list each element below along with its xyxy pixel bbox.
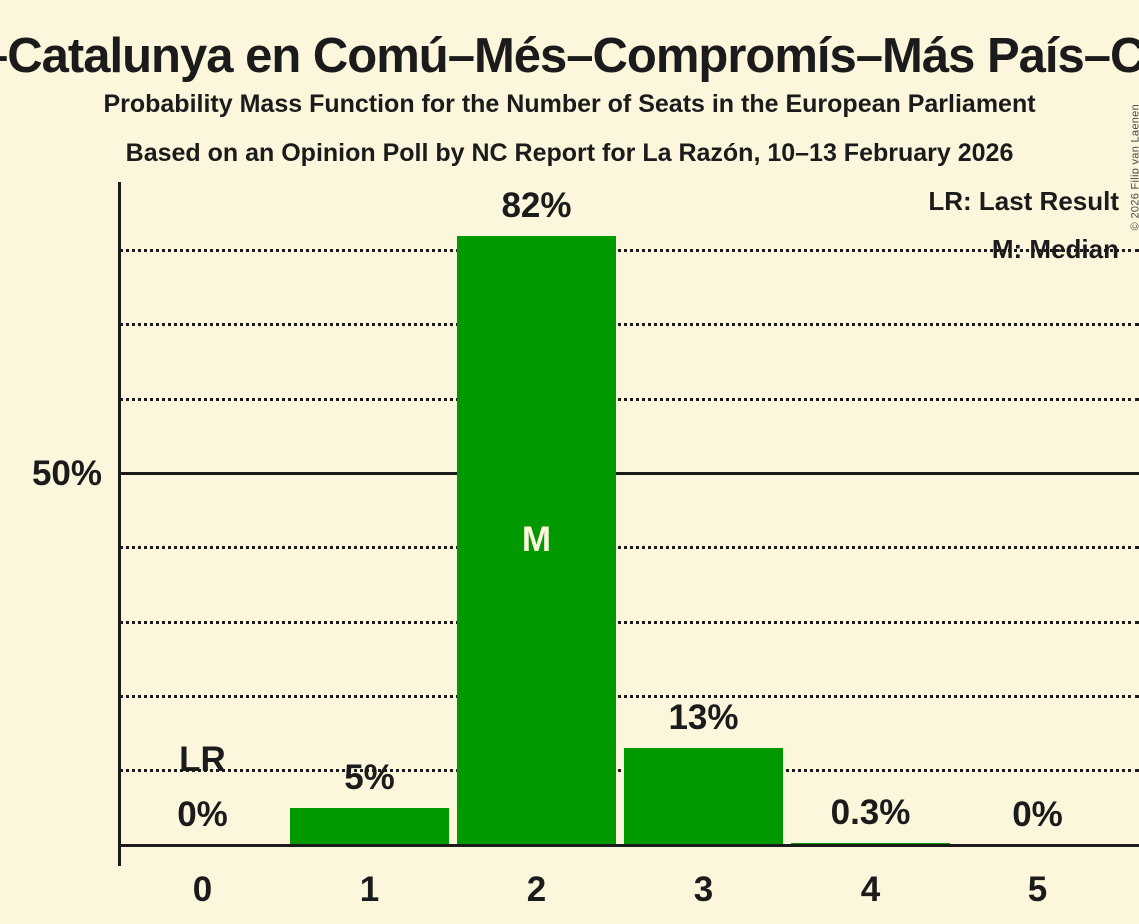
legend-median: M: Median	[991, 234, 1119, 264]
gridline-30pct	[119, 620, 1139, 624]
bar-seat-2	[457, 235, 616, 845]
bar-value-label-seat-3: 13%	[668, 698, 739, 738]
bar-value-label-seat-0: 0%	[177, 795, 228, 834]
chart-subtitle-line1: Probability Mass Function for the Number…	[103, 90, 1036, 118]
bar-seat-1	[290, 807, 449, 845]
x-axis-line	[117, 843, 1139, 847]
gridline-20pct	[119, 694, 1139, 698]
x-tick-label-1: 1	[359, 870, 380, 909]
bar-value-label-seat-4: 0.3%	[830, 792, 911, 832]
bar-value-label-seat-1: 5%	[344, 757, 395, 797]
x-tick-label-5: 5	[1027, 870, 1048, 909]
gridline-70pct	[119, 323, 1139, 327]
x-tick-label-3: 3	[693, 870, 714, 909]
x-tick-label-4: 4	[860, 870, 881, 909]
legend-last-result: LR: Last Result	[928, 186, 1119, 216]
last-result-marker: LR	[179, 740, 226, 779]
copyright-notice: © 2026 Filip van Laenen	[1129, 104, 1139, 230]
x-tick-label-0: 0	[192, 870, 213, 909]
x-tick-label-2: 2	[526, 870, 547, 909]
bar-seat-3	[624, 748, 783, 845]
gridline-60pct	[119, 397, 1139, 401]
gridline-50pct-solid	[119, 472, 1139, 475]
chart-title: ar–Catalunya en Comú–Més–Compromís–Más P…	[0, 29, 1139, 83]
bar-value-label-seat-5: 0%	[1012, 795, 1063, 834]
y-axis-tick-label: 50%	[31, 454, 102, 493]
gridline-40pct	[119, 546, 1139, 550]
gridline-80pct	[119, 249, 1139, 253]
chart-subtitle-line2: Based on an Opinion Poll by NC Report fo…	[125, 139, 1014, 167]
median-marker: M	[521, 520, 552, 560]
bar-value-label-seat-2: 82%	[501, 185, 572, 225]
y-axis-line	[117, 182, 121, 866]
